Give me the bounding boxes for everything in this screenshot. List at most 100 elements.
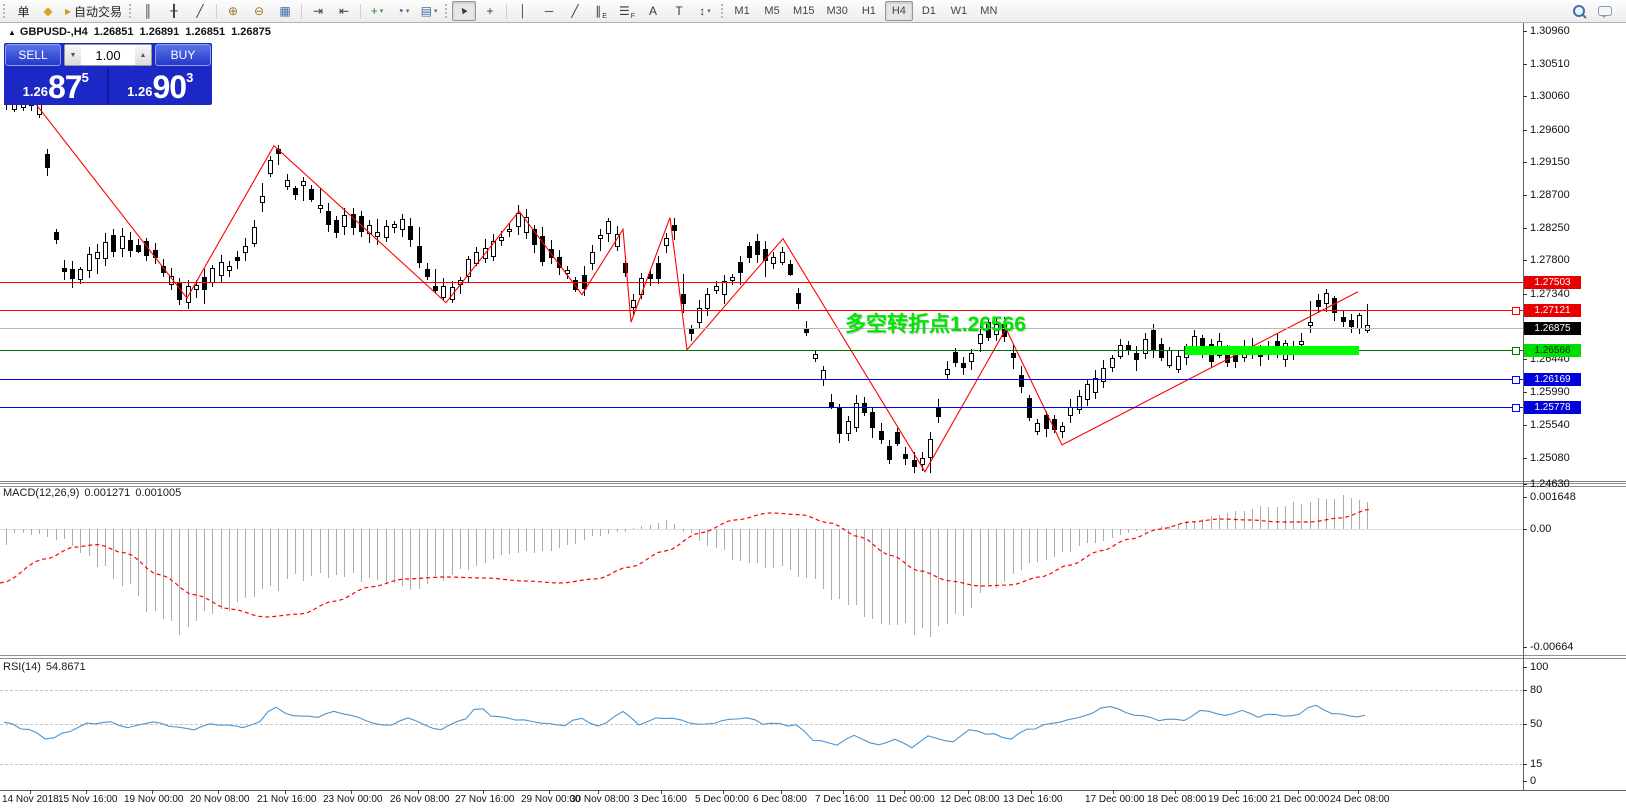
macd-bar [881,529,882,624]
bar-chart-icon[interactable]: ║ [136,1,160,21]
zoom-out-icon[interactable]: ⊖ [247,1,271,21]
timeframe-d1[interactable]: D1 [921,5,936,17]
candle [144,241,149,256]
candle [103,242,108,259]
time-axis-label: 20 Nov 08:00 [190,794,250,805]
toolbar-grip[interactable] [721,4,724,18]
macd-bar [402,529,403,586]
trendline-icon[interactable]: ╱ [563,1,587,21]
sell-price-pip: 5 [81,70,89,85]
line-end-marker[interactable] [1512,307,1520,315]
line-end-marker[interactable] [1512,404,1520,412]
timeframe-h4[interactable]: H4 [884,1,913,21]
macd-bar [699,529,700,541]
zigzag-line[interactable] [34,102,1359,473]
crosshair-icon[interactable]: + [478,1,502,21]
macd-bar [567,529,568,546]
sell-price[interactable]: 1.26 87 5 [5,68,109,104]
resistance-line-2[interactable] [0,310,1523,311]
macd-bar [130,529,131,585]
search-icon[interactable] [1567,1,1591,21]
new-chart-icon[interactable]: ◆ [36,1,60,21]
macd-signal-value: 0.001005 [135,487,182,499]
volume-decrease-button[interactable]: ▼ [65,45,81,65]
time-axis-tick [86,790,87,794]
toolbar-grip[interactable] [3,4,5,18]
macd-bar [683,529,684,532]
line-end-marker[interactable] [1512,376,1520,384]
text-label-icon[interactable]: T [667,1,691,21]
macd-bar [815,529,816,579]
zoom-in-icon[interactable]: ⊕ [221,1,245,21]
macd-bar [328,529,329,579]
pivot-annotation[interactable]: 多空转折点1.26566 [845,313,1026,336]
chart-shift-icon[interactable]: ⇥ [306,1,330,21]
resistance-line-1[interactable] [0,282,1523,283]
timeframe-m1[interactable]: M1 [734,5,750,17]
macd-name: MACD(12,26,9) [3,487,80,499]
time-axis-label: 29 Nov 00:00 [521,794,581,805]
macd-bar [278,529,279,591]
fibonacci-icon[interactable]: ☰ F [615,1,639,21]
macd-bar [864,529,865,618]
support-line-1[interactable] [0,379,1523,380]
autotrading-button[interactable]: ▸ 自动交易 [62,1,125,21]
highlight-bar[interactable] [1185,346,1359,355]
sell-button[interactable]: SELL [5,44,61,66]
toolbar-grip[interactable] [129,4,132,18]
buy-price[interactable]: 1.26 90 3 [110,68,212,104]
timeframe-mn[interactable]: MN [980,5,998,17]
buy-button[interactable]: BUY [155,44,211,66]
price-axis-tick [1523,195,1527,196]
sell-price-big: 87 [47,69,83,105]
fibonacci-icon-sub-label: F [630,13,636,20]
macd-bar [1359,500,1360,529]
auto-scroll-icon[interactable]: ⇤ [332,1,356,21]
timeframe-m5[interactable]: M5 [764,5,780,17]
macd-bar [633,528,634,529]
periods-icon[interactable]: ◔ ▾ [391,1,415,21]
macd-bar [80,529,81,554]
line-chart-icon[interactable]: ╱ [188,1,212,21]
vertical-line-icon: │ [519,4,527,18]
bid-price-line[interactable] [0,328,1523,329]
rsi-line-layer [3,704,1366,749]
collapse-triangle-icon[interactable]: ▲ [8,28,16,37]
cursor-icon[interactable]: ▲ [452,1,477,21]
timeframe-h1[interactable]: H1 [861,5,876,17]
arrows-icon[interactable]: ↕ ▾ [693,1,717,21]
text-icon[interactable]: A [641,1,665,21]
time-axis-label: 23 Nov 00:00 [323,794,383,805]
horizontal-line-icon[interactable]: ─ [537,1,561,21]
chat-icon[interactable] [1593,1,1617,21]
toolbar-right [1566,1,1626,21]
macd-bar [732,529,733,560]
new-order-button[interactable]: 单 [10,1,34,21]
macd-bar [344,529,345,578]
support-line-2[interactable] [0,407,1523,408]
macd-bar [353,529,354,573]
templates-icon[interactable]: ▤ ▾ [417,1,441,21]
timeframe-m30[interactable]: M30 [826,5,848,17]
indicators-icon[interactable]: + ▾ [365,1,389,21]
rsi-axis-label: 0 [1530,775,1537,787]
horizontal-line-icon: ─ [544,4,554,18]
toolbar-grip[interactable] [445,4,448,18]
equidistant-channel-icon[interactable]: ∥ E [589,1,613,21]
candle [1357,315,1362,329]
macd-bar [526,529,527,551]
tile-windows-icon[interactable]: ▦ [273,1,297,21]
volume-increase-button[interactable]: ▲ [135,45,151,65]
rsi-axis-tick [1523,667,1527,668]
candlestick-chart-icon[interactable]: ╂ [162,1,186,21]
panel-separator [0,486,1626,487]
timeframe-m15[interactable]: M15 [793,5,815,17]
vertical-line-icon[interactable]: │ [511,1,535,21]
price-axis-tick [1523,260,1527,261]
candle [887,446,892,460]
timeframe-w1[interactable]: W1 [950,5,968,17]
line-end-marker[interactable] [1512,347,1520,355]
volume-input[interactable] [81,45,135,65]
candle [606,221,611,234]
